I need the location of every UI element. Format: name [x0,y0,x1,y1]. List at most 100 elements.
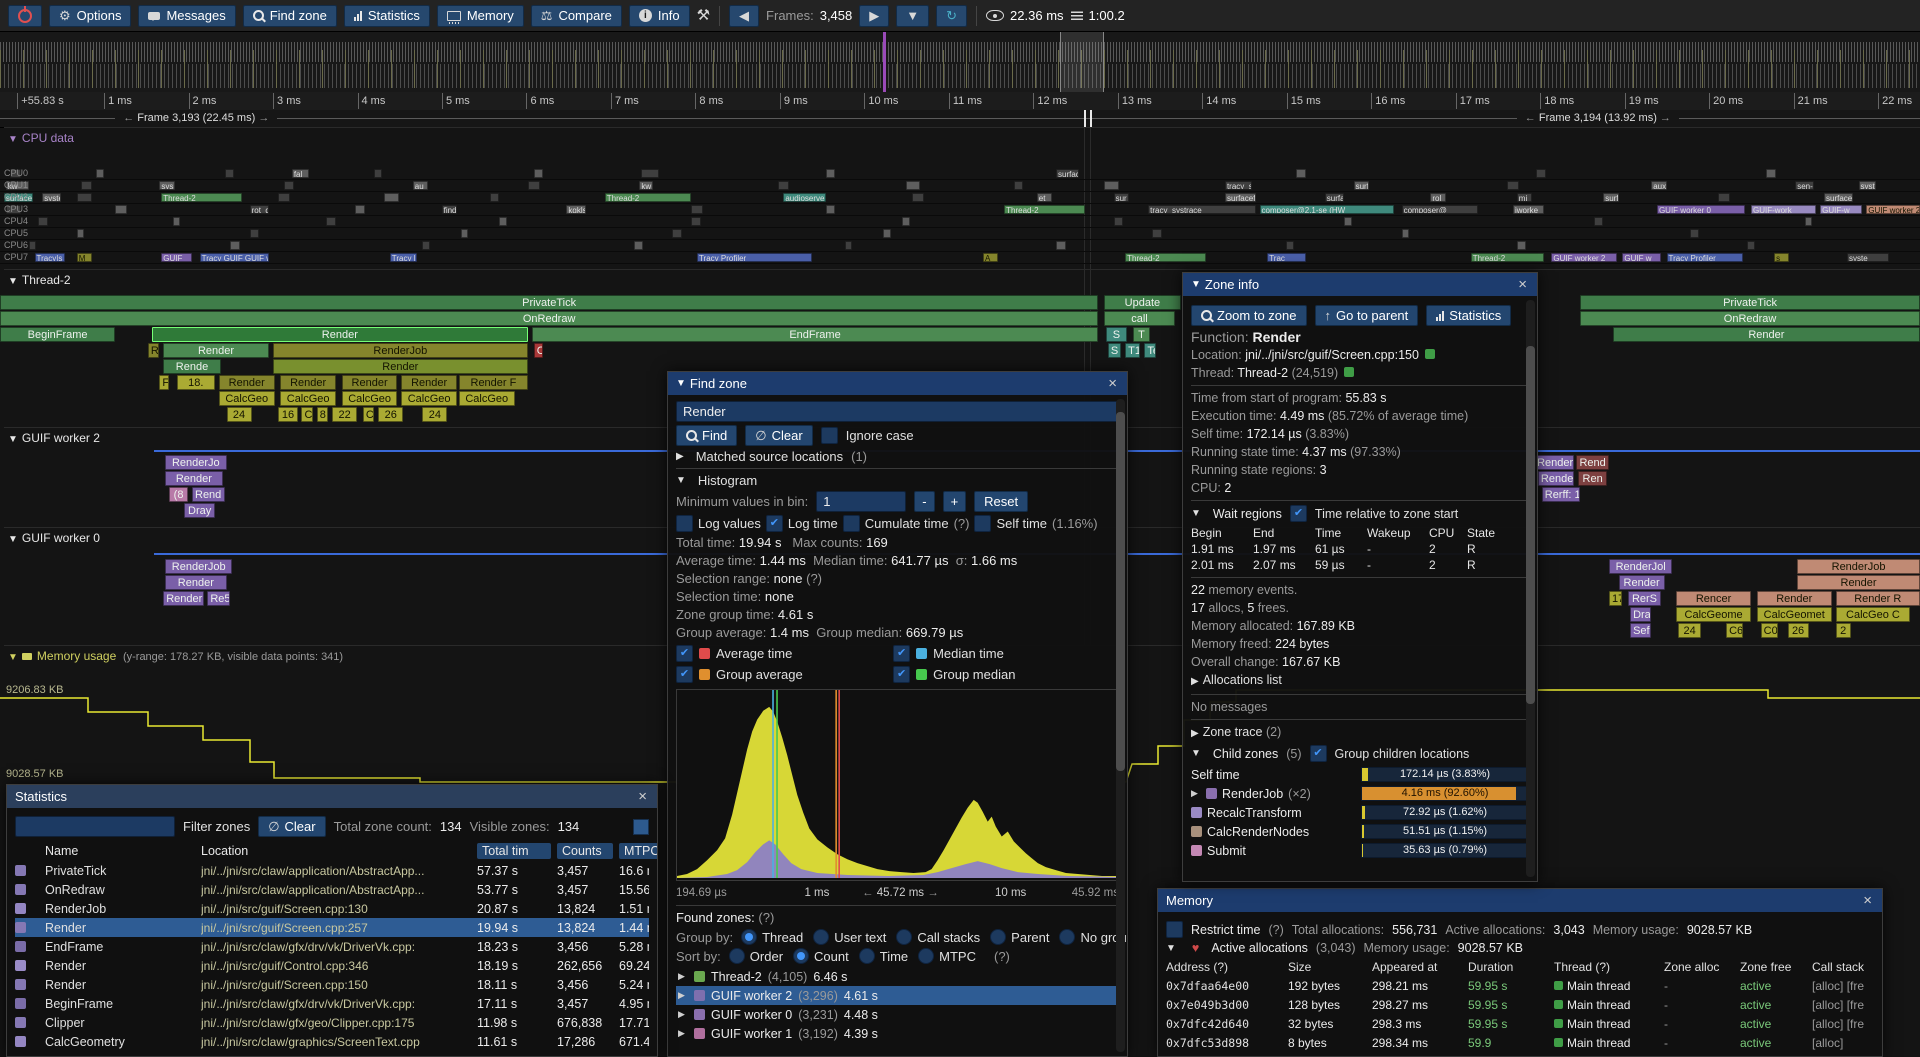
cpu-zone[interactable] [528,181,540,190]
accent-color-button[interactable] [633,818,649,835]
restrict-time-checkbox[interactable] [1166,921,1183,938]
cpu-zone[interactable]: Tracy GUIF GUIF work [199,253,269,262]
cpu-zone[interactable]: rol [1430,193,1446,202]
cpu-zone[interactable] [80,181,93,190]
zone[interactable]: OnRedraw [0,311,1099,326]
zone[interactable]: CalcGeo C [1835,607,1911,622]
cpu-zone[interactable]: surfaceflinger [1224,193,1256,202]
cpu-zone[interactable] [1104,181,1120,190]
minimap-viewport[interactable] [1059,32,1105,92]
cpu-zone[interactable] [844,241,853,250]
active-allocations-toggle[interactable]: ▼ ♥ Active allocations (3,043) Memory usag… [1166,941,1524,955]
column-zone-free[interactable]: Zone free [1740,960,1792,974]
group-children-checkbox[interactable]: ✔ [1309,745,1327,762]
column-total-time[interactable]: Total tim [477,843,551,859]
cpu-zone[interactable]: aux [1651,181,1667,190]
cpu-zone[interactable]: GUIF w [1622,253,1661,262]
zone[interactable]: Rerff: 18 [1541,487,1581,502]
column-appeared-at[interactable]: Appeared at [1372,960,1438,974]
cpu-zone[interactable]: kw [5,181,29,190]
caret-icon[interactable]: ▼ [1191,748,1201,759]
zone[interactable]: C [533,343,544,358]
found-zone-group[interactable]: ▶ GUIF worker 1 (3,192) 4.39 s [676,1024,1119,1043]
zone[interactable]: CalcGeo [458,391,515,406]
column-thread[interactable]: Thread (?) [1554,960,1611,974]
stats-row[interactable]: CalcGeometry jni/../jni/src/claw/graphics… [15,1032,649,1051]
allocation-row[interactable]: 0x7dfaa64e00 192 bytes 298.21 ms 59.95 s Mai… [1166,976,1874,995]
cpu-zone[interactable] [172,217,181,226]
cpu-zone[interactable] [691,205,703,214]
zone[interactable]: call [1104,311,1176,326]
cpu-zone[interactable] [224,169,235,178]
stats-row[interactable]: Render jni/../jni/src/guif/Screen.cpp:150… [15,975,649,994]
cpu-zone[interactable] [284,181,294,190]
zone[interactable]: Sef [1630,623,1652,638]
cpu-zone[interactable]: surfac [1353,181,1369,190]
tools-icon[interactable]: ⚒ [696,7,711,24]
sort-by-option[interactable]: Order [728,948,783,964]
power-button[interactable] [8,4,42,27]
column-call-stack[interactable]: Call stack [1812,960,1865,974]
cpu-zone[interactable] [38,217,48,226]
time-relative-checkbox[interactable]: ✔ [1289,505,1307,522]
statistics-titlebar[interactable]: Statistics × [7,785,657,808]
zone-statistics-button[interactable]: Statistics [1426,305,1512,326]
stats-row[interactable]: PrivateTick jni/../jni/src/claw/applicati… [15,861,649,880]
cpu-zone[interactable]: sur [1113,193,1129,202]
allocation-row[interactable]: 0x7dfc42d640 32 bytes 298.3 ms 59.95 s Main … [1166,1014,1874,1033]
stats-row[interactable]: EndFrame jni/../jni/src/claw/gfx/drv/vk/D… [15,937,649,956]
zone[interactable]: Render [165,471,223,486]
group-by-option[interactable]: Parent [990,929,1049,945]
cpu-zone[interactable]: kw [639,181,653,190]
zone[interactable]: Render R [1835,591,1920,606]
cpu-zone[interactable] [1804,217,1813,226]
caret-icon[interactable]: ▼ [1191,508,1201,519]
cpu-zone[interactable]: tracy_systrace [1148,205,1256,214]
zone[interactable]: Render [165,575,227,590]
zone[interactable]: CalcGeomet [1756,607,1832,622]
cpu-data-header[interactable]: ▼ CPU data [4,127,1920,145]
cpu-zone[interactable]: GUIF [161,253,192,262]
zone[interactable]: EndFrame [531,327,1099,342]
zone[interactable]: F [159,375,169,390]
zone[interactable]: RenderJob [272,343,528,358]
zone[interactable]: T [1132,327,1151,342]
cpu-zone[interactable]: Thread-2 [1470,253,1544,262]
zoom-to-frame-button[interactable]: ↻ [936,4,968,27]
cpu-zone[interactable] [326,217,336,226]
zone[interactable]: Render [272,359,528,374]
cpu-zone[interactable]: et [1036,193,1053,202]
zone[interactable]: 24 [1678,623,1702,638]
cpu-zone[interactable] [1286,241,1295,250]
cpu-zone[interactable]: find [441,205,457,214]
cpu-zone[interactable]: system_s [1858,181,1876,190]
cpu-zone[interactable] [374,169,383,178]
ignore-case-checkbox[interactable] [820,427,838,444]
zone[interactable]: RenderJob [1797,559,1920,574]
log-time-checkbox[interactable]: ✔ [765,515,783,532]
cpu-zone[interactable] [1344,217,1352,226]
cpu-zone[interactable]: Thread-2 [161,193,242,202]
cpu-zone[interactable] [28,241,37,250]
zoom-to-zone-button[interactable]: Zoom to zone [1191,305,1307,326]
cpu-zone[interactable] [76,193,93,202]
cpu-zone[interactable]: M [76,253,93,262]
zone[interactable]: 17 [1608,591,1623,606]
child-zone-row[interactable]: CalcRenderNodes 51.51 µs (1.15%) [1191,822,1529,841]
zone[interactable]: CalcGeo [218,391,275,406]
cpu-zone[interactable]: rot_d [249,205,269,214]
cpu-zone[interactable]: fal [291,169,310,178]
zone[interactable]: CalcGeo [341,391,398,406]
cpu-zone[interactable]: s [1774,253,1790,262]
child-zone-row[interactable]: ▶ RenderJob (×2) 4.16 ms (92.60%) [1191,784,1529,803]
zone[interactable]: 24 [422,407,448,422]
statistics-button[interactable]: Statistics [343,4,430,27]
child-zone-row[interactable]: Submit 35.63 µs (0.79%) [1191,841,1529,860]
cpu-zone[interactable] [641,169,659,178]
zone[interactable]: S [1107,343,1122,358]
cpu-zone[interactable] [1296,169,1306,178]
cpu-zone[interactable] [1113,217,1124,226]
cpu-zone[interactable] [825,205,836,214]
cpu-zone[interactable]: surface [1056,169,1080,178]
cpu-zone[interactable] [672,229,682,238]
